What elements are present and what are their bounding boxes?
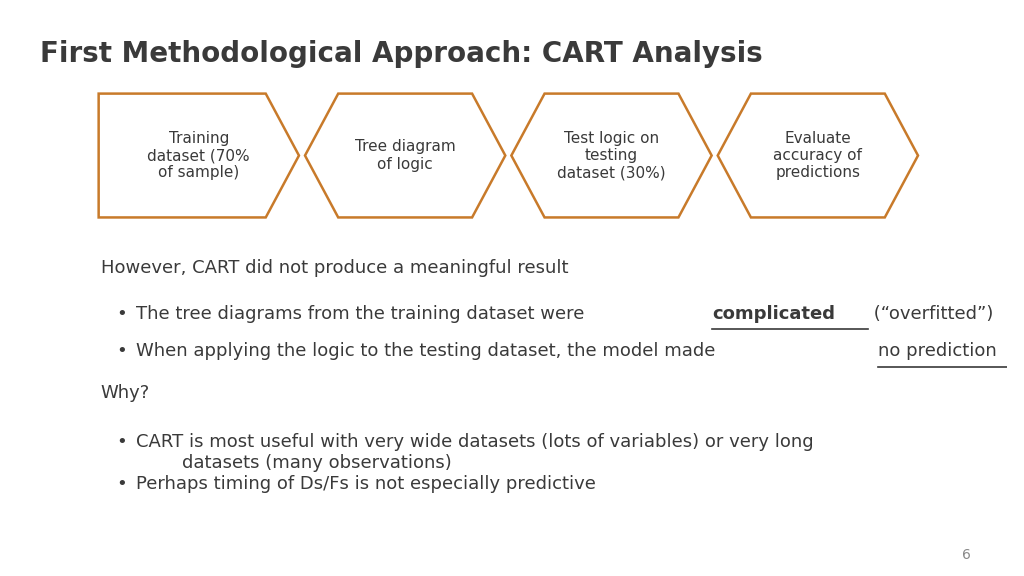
Polygon shape	[305, 93, 505, 218]
Text: •: •	[116, 342, 127, 361]
Text: complicated: complicated	[712, 305, 835, 323]
Text: 6: 6	[963, 548, 972, 562]
Text: •: •	[116, 433, 127, 451]
Polygon shape	[718, 93, 918, 218]
Text: Evaluate
accuracy of
predictions: Evaluate accuracy of predictions	[773, 131, 862, 180]
Text: (“overfitted”): (“overfitted”)	[868, 305, 993, 323]
Polygon shape	[98, 93, 299, 218]
Text: Test logic on
testing
dataset (30%): Test logic on testing dataset (30%)	[557, 131, 666, 180]
Text: The tree diagrams from the training dataset were: The tree diagrams from the training data…	[136, 305, 590, 323]
Text: Perhaps timing of Ds/Fs is not especially predictive: Perhaps timing of Ds/Fs is not especiall…	[136, 475, 596, 493]
Text: •: •	[116, 305, 127, 323]
Text: Why?: Why?	[100, 384, 150, 402]
Polygon shape	[511, 93, 712, 218]
Text: CART is most useful with very wide datasets (lots of variables) or very long
   : CART is most useful with very wide datas…	[136, 433, 813, 472]
Text: When applying the logic to the testing dataset, the model made: When applying the logic to the testing d…	[136, 342, 721, 361]
Text: Training
dataset (70%
of sample): Training dataset (70% of sample)	[147, 131, 250, 180]
Text: However, CART did not produce a meaningful result: However, CART did not produce a meaningf…	[100, 259, 568, 277]
Text: Tree diagram
of logic: Tree diagram of logic	[354, 139, 456, 172]
Text: no prediction: no prediction	[878, 342, 996, 361]
Text: •: •	[116, 475, 127, 493]
Text: First Methodological Approach: CART Analysis: First Methodological Approach: CART Anal…	[40, 40, 763, 69]
